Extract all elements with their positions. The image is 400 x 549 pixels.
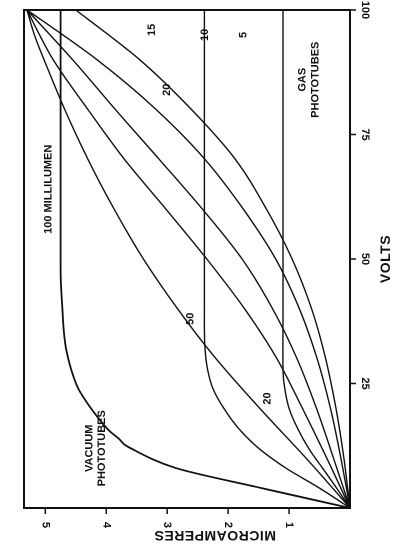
y-tick-label: 3 [161,522,173,528]
annotation-line: PHOTOTUBES [309,42,321,118]
gas-phototubes-annotation: GASPHOTOTUBES [297,42,322,118]
vacuum-phototubes-annotation: VACUUMPHOTOTUBES [83,410,108,486]
x-tick-label: 100 [359,1,371,19]
gas-curve-unlabeled [75,9,351,509]
vacuum-curve-20 [282,10,351,509]
curve-label: 100 MILLILUMEN [42,145,54,234]
x-ticks: 25 50 75 100 [350,1,371,390]
curves [26,9,351,509]
curve-label: 20 [262,392,274,404]
gas-curve-10 [26,9,351,509]
x-tick-label: 25 [359,377,371,389]
curve-label: 20 [161,84,173,96]
curve-labels: 100 MILLILUMEN 50 20 20 15 10 5 [42,24,273,405]
y-tick-label: 4 [100,522,112,529]
x-tick-label: 50 [359,253,371,265]
curve-label: 15 [146,24,158,36]
y-tick-label: 5 [39,522,51,528]
x-axis-title: VOLTS [377,235,393,283]
gas-curve-5 [26,9,351,509]
gas-curve-15 [26,9,351,509]
curve-label: 10 [199,29,211,41]
x-tick-label: 75 [359,128,371,140]
vacuum-curve-100-millilumen [59,10,351,509]
annotation-line: VACUUM [83,425,95,472]
gas-curve-20 [26,9,351,509]
annotation-line: PHOTOTUBES [96,410,108,486]
curve-label: 5 [237,32,249,38]
y-tick-label: 1 [283,522,295,528]
y-ticks: 1 2 3 4 5 [39,508,295,529]
vacuum-curve-50 [203,10,351,509]
y-axis-title: MICROAMPERES [154,528,276,544]
annotation-line: GAS [297,68,309,92]
curve-label: 50 [184,313,196,325]
y-tick-label: 2 [222,522,234,528]
